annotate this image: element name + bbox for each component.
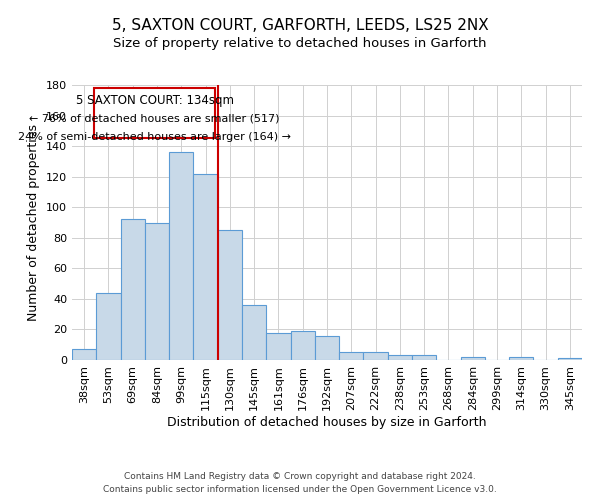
Bar (72, 350, 96, 360)
Bar (558, 358, 582, 360)
Bar (266, 332, 290, 360)
Bar (145, 222, 169, 360)
Bar (121, 220, 145, 360)
Bar (96, 293, 121, 360)
Bar (509, 357, 533, 360)
Bar (461, 357, 485, 360)
X-axis label: Distribution of detached houses by size in Garforth: Distribution of detached houses by size … (167, 416, 487, 428)
Bar (388, 356, 412, 360)
Bar (315, 336, 339, 360)
Text: 24% of semi-detached houses are larger (164) →: 24% of semi-detached houses are larger (… (18, 132, 291, 142)
Bar (412, 356, 436, 360)
Bar (193, 174, 218, 360)
Bar (339, 352, 364, 360)
Bar (364, 352, 388, 360)
Y-axis label: Number of detached properties: Number of detached properties (28, 124, 40, 321)
Bar (290, 331, 315, 360)
Text: Contains public sector information licensed under the Open Government Licence v3: Contains public sector information licen… (103, 485, 497, 494)
Bar (94, 88, 215, 138)
Bar (242, 305, 266, 360)
Text: 5 SAXTON COURT: 134sqm: 5 SAXTON COURT: 134sqm (76, 94, 233, 107)
Bar (218, 230, 242, 360)
Text: Contains HM Land Registry data © Crown copyright and database right 2024.: Contains HM Land Registry data © Crown c… (124, 472, 476, 481)
Text: Size of property relative to detached houses in Garforth: Size of property relative to detached ho… (113, 38, 487, 51)
Text: ← 76% of detached houses are smaller (517): ← 76% of detached houses are smaller (51… (29, 114, 280, 124)
Text: 5, SAXTON COURT, GARFORTH, LEEDS, LS25 2NX: 5, SAXTON COURT, GARFORTH, LEEDS, LS25 2… (112, 18, 488, 32)
Bar (169, 152, 193, 360)
